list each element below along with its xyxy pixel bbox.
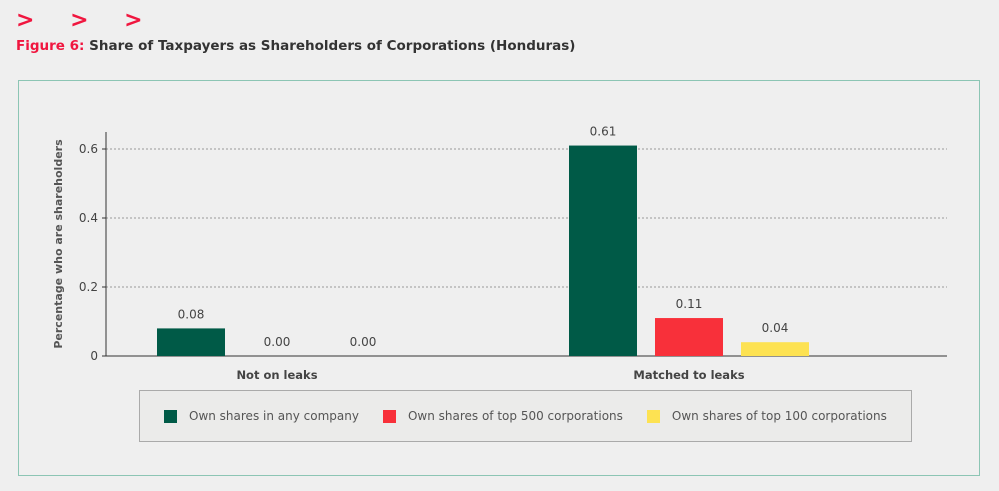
bar-data-label: 0.11 [676,297,703,311]
legend-item-top500: Own shares of top 500 corporations [382,409,623,423]
x-category-label: Not on leaks [236,368,317,382]
figure-title: Figure 6: Share of Taxpayers as Sharehol… [16,38,575,54]
bar-data-label: 0.00 [264,335,291,349]
legend-swatch [382,409,396,423]
bar [741,342,809,356]
legend-item-top100: Own shares of top 100 corporations [646,409,887,423]
y-tick-label: 0.4 [79,211,98,225]
legend: Own shares in any company Own shares of … [139,390,912,442]
legend-label: Own shares of top 500 corporations [407,409,623,423]
y-tick-label: 0 [90,349,98,363]
y-axis-label: Percentage who are shareholders [52,139,65,349]
y-tick-label: 0.2 [79,280,98,294]
legend-label: Own shares in any company [189,409,359,423]
y-tick-label: 0.6 [79,142,98,156]
x-category-label: Matched to leaks [633,368,744,382]
legend-swatch [646,409,660,423]
bar-data-label: 0.00 [350,335,377,349]
bar-data-label: 0.08 [178,307,205,321]
bar [157,328,225,356]
chevrons-decoration: > > > [16,8,157,33]
legend-item-any: Own shares in any company [164,409,359,423]
legend-swatch [164,409,177,423]
bar-data-label: 0.61 [590,125,617,139]
bar-data-label: 0.04 [762,321,789,335]
legend-label: Own shares of top 100 corporations [671,409,887,423]
figure-title-text: Share of Taxpayers as Shareholders of Co… [89,38,576,54]
bar [569,145,637,356]
bar [655,318,723,356]
figure-label: Figure 6: [16,38,85,54]
